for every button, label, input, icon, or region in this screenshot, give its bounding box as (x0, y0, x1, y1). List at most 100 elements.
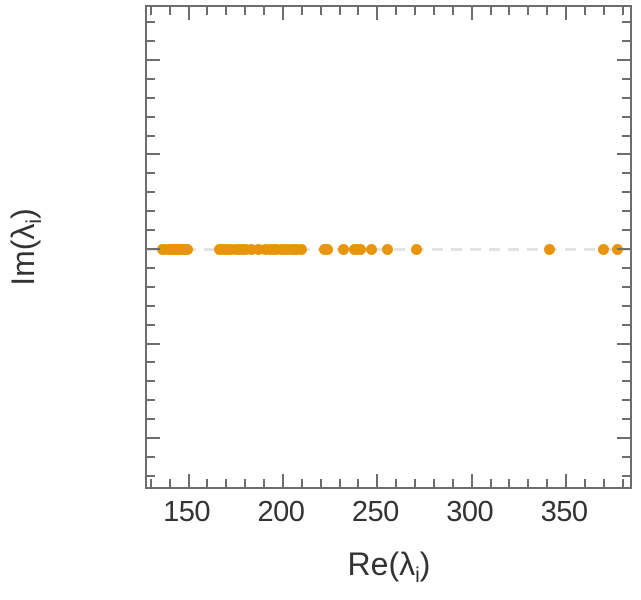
data-point (337, 243, 349, 255)
x-minor-tick (206, 479, 209, 487)
y-minor-tick (147, 210, 155, 213)
x-minor-tick (168, 7, 171, 15)
y-axis-title: Im(λi) (5, 208, 47, 286)
x-minor-tick (244, 7, 247, 15)
data-point (543, 243, 555, 255)
x-major-tick (376, 474, 379, 487)
y-minor-tick (622, 21, 630, 24)
y-minor-tick (147, 323, 155, 326)
y-minor-tick (147, 191, 155, 194)
x-minor-tick (263, 479, 266, 487)
x-major-tick (470, 7, 473, 20)
y-major-tick (617, 58, 630, 61)
y-major-tick (147, 58, 160, 61)
x-minor-tick (149, 479, 152, 487)
y-minor-tick (622, 285, 630, 288)
y-minor-tick (147, 96, 155, 99)
x-minor-tick (225, 479, 228, 487)
x-minor-tick (395, 7, 398, 15)
y-minor-tick (622, 40, 630, 43)
x-minor-tick (621, 7, 624, 15)
x-minor-tick (527, 7, 530, 15)
x-minor-tick (583, 7, 586, 15)
x-tick-label: 250 (351, 496, 399, 528)
x-minor-tick (414, 7, 417, 15)
y-major-tick (617, 248, 630, 250)
x-minor-tick (508, 479, 511, 487)
x-major-tick (470, 474, 473, 487)
x-minor-tick (451, 479, 454, 487)
x-minor-tick (527, 479, 530, 487)
y-minor-tick (147, 418, 155, 421)
y-minor-tick (622, 77, 630, 80)
y-axis-title-suffix: ) (4, 208, 41, 219)
x-axis-title: Re(λi) (348, 546, 431, 588)
x-minor-tick (338, 7, 341, 15)
x-minor-tick (414, 479, 417, 487)
x-minor-tick (357, 479, 360, 487)
y-minor-tick (622, 323, 630, 326)
x-minor-tick (451, 7, 454, 15)
y-minor-tick (622, 418, 630, 421)
x-minor-tick (546, 7, 549, 15)
y-minor-tick (147, 474, 155, 477)
y-minor-tick (147, 399, 155, 402)
y-major-tick (147, 153, 160, 156)
x-minor-tick (300, 7, 303, 15)
y-axis-title-prefix: Im( (4, 239, 41, 286)
y-minor-tick (622, 115, 630, 118)
x-minor-tick (489, 7, 492, 15)
y-minor-tick (147, 380, 155, 383)
plot-area (145, 5, 632, 489)
x-minor-tick (319, 7, 322, 15)
y-minor-tick (622, 96, 630, 99)
y-major-tick (617, 342, 630, 345)
y-minor-tick (622, 229, 630, 232)
y-minor-tick (147, 21, 155, 24)
x-major-tick (187, 474, 190, 487)
y-minor-tick (147, 115, 155, 118)
y-minor-tick (147, 40, 155, 43)
x-major-tick (376, 7, 379, 20)
x-major-tick (281, 474, 284, 487)
x-minor-tick (206, 7, 209, 15)
x-axis-title-suffix: ) (419, 546, 431, 582)
data-point (366, 243, 378, 255)
y-major-tick (147, 248, 160, 250)
x-tick-label: 300 (446, 496, 494, 528)
data-point (252, 243, 264, 255)
y-axis-title-subscript: i (23, 218, 47, 224)
x-tick-label: 350 (540, 496, 588, 528)
x-minor-tick (225, 7, 228, 15)
x-minor-tick (602, 7, 605, 15)
y-minor-tick (622, 361, 630, 364)
x-minor-tick (489, 479, 492, 487)
x-minor-tick (602, 479, 605, 487)
x-tick-label: 150 (163, 496, 210, 528)
y-minor-tick (622, 304, 630, 307)
x-minor-tick (149, 7, 152, 15)
x-minor-tick (432, 479, 435, 487)
x-minor-tick (357, 7, 360, 15)
x-tick-label: 200 (257, 496, 305, 528)
y-minor-tick (147, 134, 155, 137)
y-minor-tick (622, 191, 630, 194)
x-minor-tick (621, 479, 624, 487)
y-minor-tick (622, 210, 630, 213)
x-minor-tick (244, 479, 247, 487)
data-point (382, 243, 394, 255)
y-minor-tick (147, 285, 155, 288)
x-axis-title-prefix: Re( (347, 546, 400, 582)
y-minor-tick (622, 380, 630, 383)
y-minor-tick (147, 229, 155, 232)
x-minor-tick (546, 479, 549, 487)
x-minor-tick (319, 479, 322, 487)
y-major-tick (617, 153, 630, 156)
x-minor-tick (168, 479, 171, 487)
y-minor-tick (147, 266, 155, 269)
data-point (182, 243, 194, 255)
data-point (225, 243, 237, 255)
x-minor-tick (338, 479, 341, 487)
y-major-tick (147, 437, 160, 440)
